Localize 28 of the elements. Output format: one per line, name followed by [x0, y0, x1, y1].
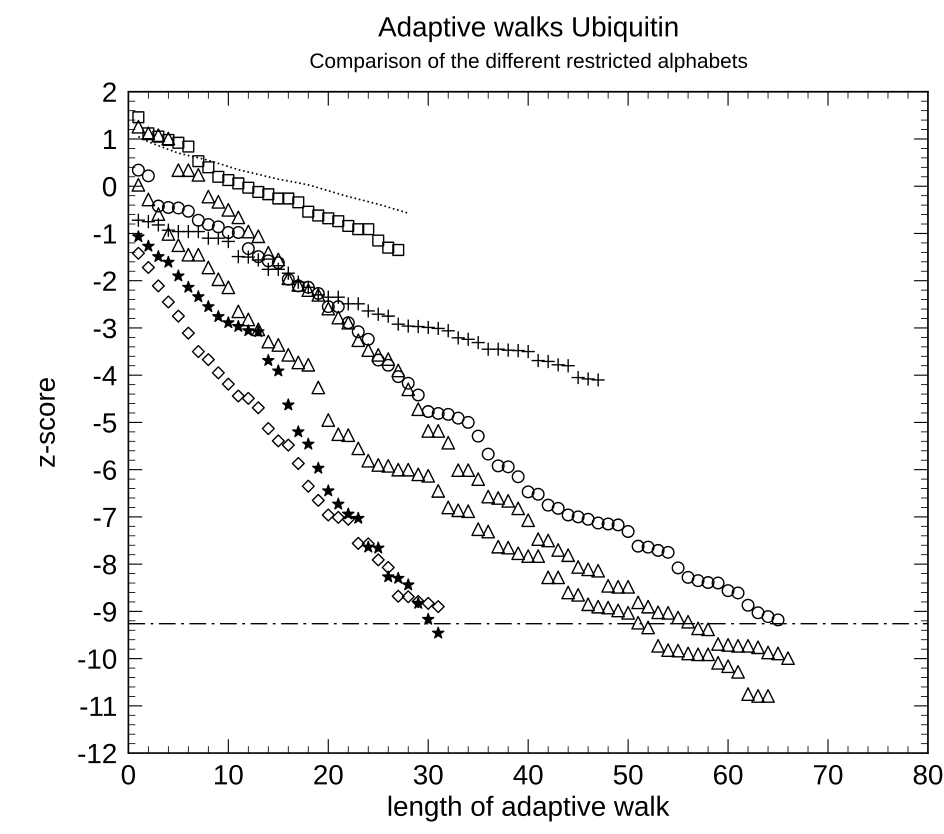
x-axis-title: length of adaptive walk [388, 796, 670, 822]
y-tick-label: 1 [104, 130, 116, 150]
x-tick-label: 50 [614, 764, 642, 785]
y-axis-title: z-score [40, 378, 55, 467]
y-tick-label: -5 [94, 413, 116, 433]
y-tick-label: -9 [94, 602, 116, 622]
chart-title: Adaptive walks Ubiquitin [378, 16, 678, 42]
y-tick-label: 2 [103, 82, 116, 102]
chart-subtitle: Comparison of the different restricted alphabets [310, 52, 748, 72]
y-tick-label: -11 [80, 696, 116, 716]
y-tick-label: -1 [94, 224, 116, 244]
x-tick-label: 0 [122, 764, 136, 785]
y-tick-label: -7 [94, 508, 116, 527]
y-tick-label: -10 [78, 649, 116, 669]
x-tick-label: 30 [414, 764, 443, 785]
y-tick-label: -12 [78, 744, 116, 764]
y-tick-label: -6 [94, 460, 116, 480]
y-tick-label: -4 [94, 366, 116, 386]
y-tick-label: -3 [94, 318, 116, 338]
x-tick-label: 20 [314, 764, 343, 785]
x-tick-label: 80 [914, 764, 942, 785]
y-tick-label: -8 [94, 554, 116, 574]
x-tick-label: 10 [215, 764, 243, 785]
x-tick-label: 60 [714, 764, 742, 785]
y-tick-label: 0 [102, 176, 116, 197]
x-tick-label: 70 [814, 764, 842, 785]
y-tick-label: -2 [94, 271, 116, 291]
x-tick-label: 40 [513, 764, 543, 785]
